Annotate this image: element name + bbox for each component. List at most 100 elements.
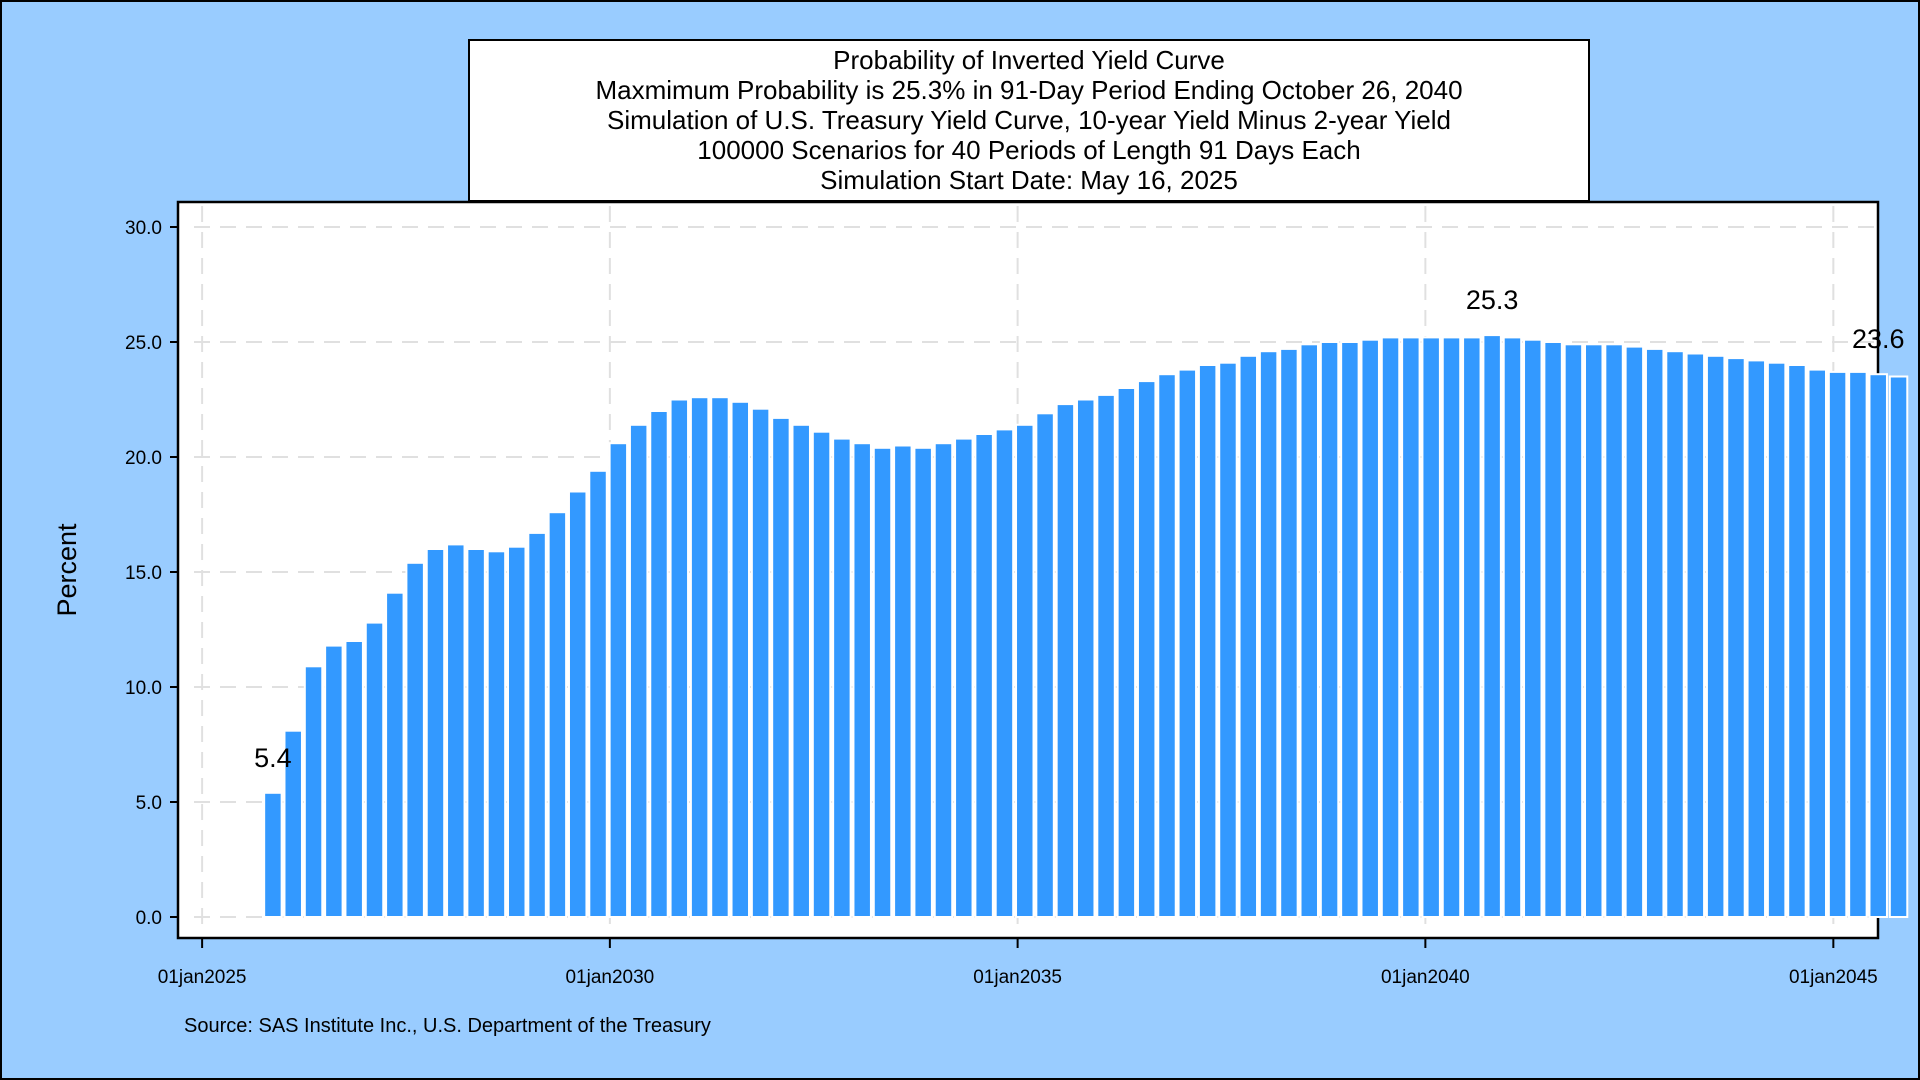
bar <box>1238 354 1259 918</box>
bar <box>1360 338 1380 918</box>
y-axis-title: Percent <box>52 523 82 617</box>
bar <box>954 437 974 918</box>
y-tick-label: 30.0 <box>125 218 162 239</box>
bar <box>1848 370 1868 918</box>
bar <box>1888 375 1909 918</box>
bar <box>1523 338 1543 918</box>
bar <box>1401 336 1421 918</box>
chart-subtitle-1: Maxmimum Probability is 25.3% in 91-Day … <box>595 75 1462 105</box>
bar <box>974 433 994 918</box>
bar <box>486 550 507 918</box>
bar <box>872 446 893 918</box>
x-tick-label: 01jan2030 <box>565 967 654 988</box>
bar <box>1624 345 1645 919</box>
bar <box>1787 364 1807 918</box>
bar <box>1746 359 1767 918</box>
bar <box>628 423 649 918</box>
bar <box>1035 412 1055 918</box>
bar <box>893 444 913 918</box>
chart-subtitle-2: Simulation of U.S. Treasury Yield Curve,… <box>607 105 1451 135</box>
bar <box>283 729 303 919</box>
bar <box>446 543 466 919</box>
bar <box>1258 350 1279 918</box>
bar <box>1766 361 1787 918</box>
bar <box>608 442 629 918</box>
x-tick-label: 01jan2025 <box>158 967 247 988</box>
data-label: 25.3 <box>1466 285 1519 315</box>
bar <box>1340 341 1360 918</box>
bar <box>466 548 486 918</box>
bar <box>1157 373 1177 918</box>
data-labels: 5.4 25.3 23.6 <box>254 285 1904 773</box>
bar <box>1197 364 1218 918</box>
bar <box>791 423 811 918</box>
bar <box>1177 368 1198 919</box>
chart-subtitle-3: 100000 Scenarios for 40 Periods of Lengt… <box>697 135 1360 165</box>
bar <box>1136 380 1157 919</box>
bar <box>649 410 669 918</box>
bar <box>771 416 791 918</box>
bar <box>303 665 324 918</box>
bar <box>364 621 385 918</box>
bar <box>1644 347 1665 918</box>
title-box: Probability of Inverted Yield Curve Maxm… <box>468 39 1590 202</box>
bar <box>1583 343 1604 918</box>
bar <box>405 561 425 918</box>
bar <box>710 396 730 918</box>
bar <box>1563 343 1584 918</box>
bar <box>852 442 872 918</box>
source-note: Source: SAS Institute Inc., U.S. Departm… <box>184 1015 711 1037</box>
bar <box>1868 373 1888 918</box>
title-box-border <box>468 39 1590 202</box>
bar <box>1015 423 1035 918</box>
y-tick-label: 10.0 <box>125 678 162 699</box>
x-tick-label: 01jan2040 <box>1381 967 1470 988</box>
bar <box>669 398 690 918</box>
y-tick-label: 15.0 <box>125 563 162 584</box>
x-tick-label: 01jan2035 <box>973 967 1062 988</box>
bar <box>588 469 608 918</box>
data-label: 5.4 <box>254 743 292 773</box>
bar <box>1075 398 1096 918</box>
bar <box>567 490 588 918</box>
bars <box>263 334 1909 919</box>
bar <box>1726 357 1746 919</box>
bar <box>913 446 933 918</box>
bar <box>1665 350 1685 918</box>
bar <box>547 511 568 918</box>
bar <box>1543 341 1563 918</box>
data-label: 23.6 <box>1852 324 1905 354</box>
bar <box>1421 336 1441 918</box>
y-tick-label: 5.0 <box>136 793 162 814</box>
bar <box>1299 343 1319 918</box>
x-axis: 01jan2025 01jan2030 01jan2035 01jan2040 01ja… <box>158 938 1878 988</box>
bar <box>1807 368 1827 919</box>
chart-title: Probability of Inverted Yield Curve <box>833 45 1225 75</box>
bar <box>1096 393 1116 918</box>
bar <box>1116 387 1137 918</box>
bar <box>994 428 1015 918</box>
y-axis: 0.0 5.0 10.0 15.0 20.0 25.0 30.0 <box>125 218 178 929</box>
bar <box>1319 341 1340 918</box>
bar <box>1685 352 1706 918</box>
bar <box>1502 336 1523 918</box>
bar <box>324 644 344 918</box>
y-tick-label: 20.0 <box>125 448 162 469</box>
bar <box>1482 334 1502 919</box>
bar <box>1462 336 1482 918</box>
bar <box>527 531 547 919</box>
bar <box>1441 336 1462 918</box>
y-tick-label: 0.0 <box>136 908 162 929</box>
bar <box>730 400 751 918</box>
bar <box>1604 343 1624 918</box>
bar <box>1380 336 1401 918</box>
y-tick-label: 25.0 <box>125 333 162 354</box>
bar <box>425 548 446 918</box>
bar <box>832 437 852 918</box>
bar <box>689 396 710 918</box>
bar <box>385 591 405 918</box>
bar <box>1705 354 1726 918</box>
bar <box>811 430 832 918</box>
